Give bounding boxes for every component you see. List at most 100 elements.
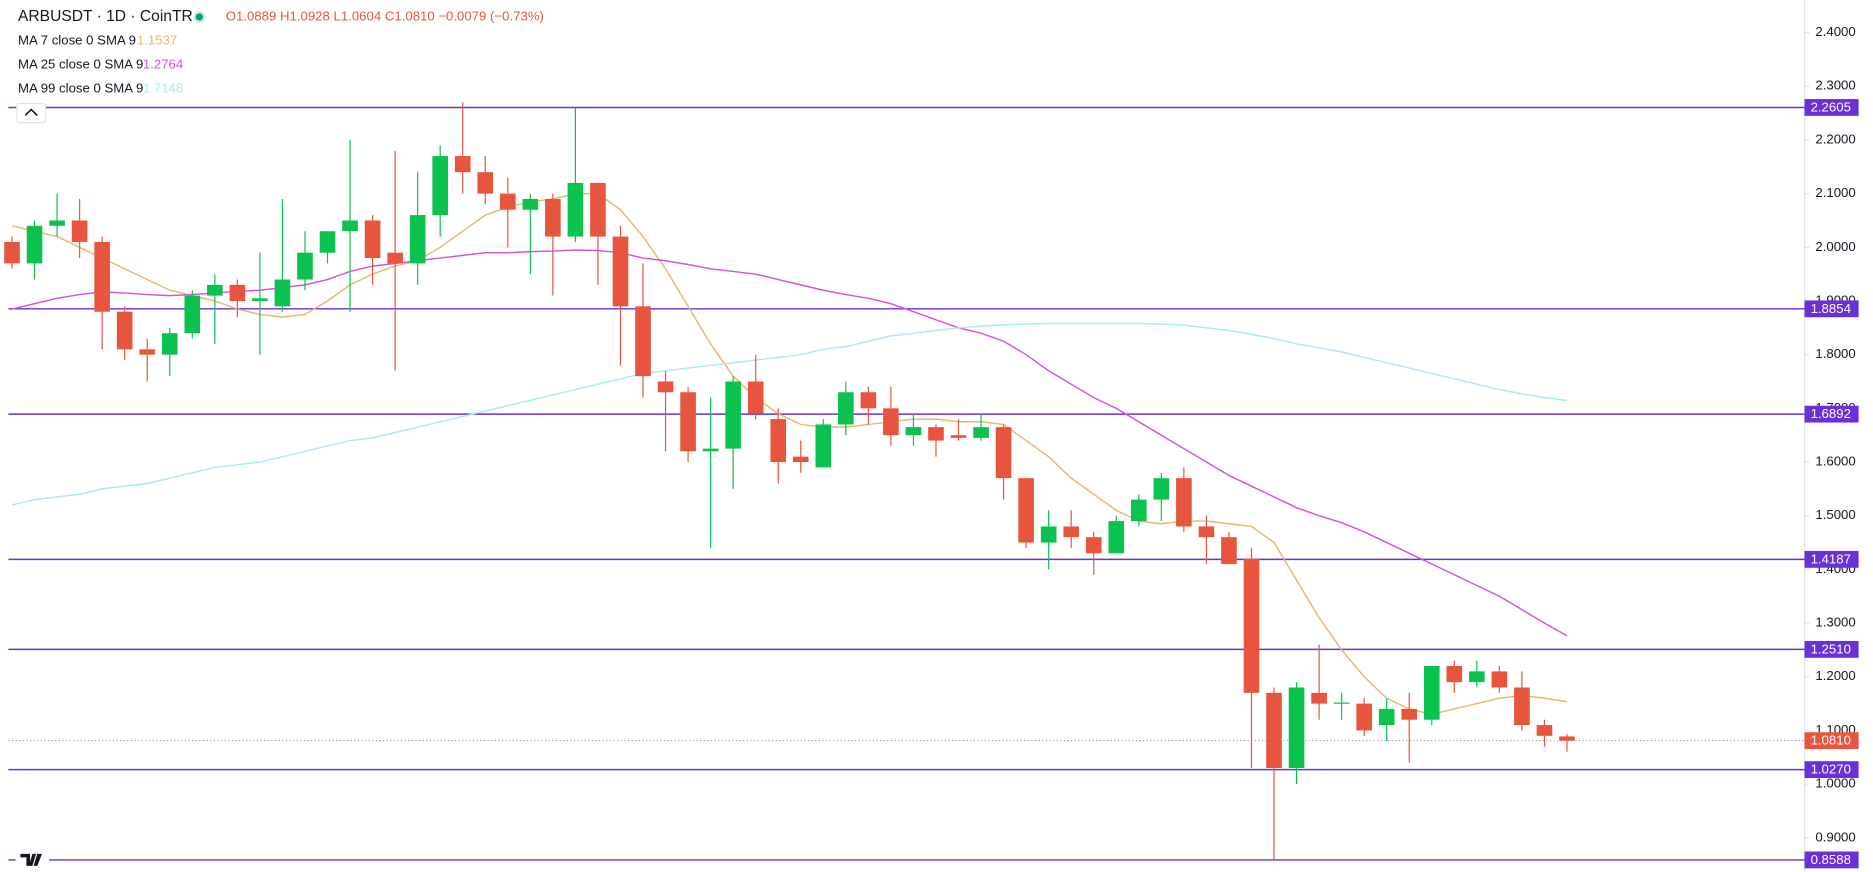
candle-body <box>1063 526 1080 538</box>
level-label: 1.2510 <box>1811 641 1851 656</box>
level-label: 1.8854 <box>1811 301 1851 316</box>
ma-legend-name: MA 99 close 0 SMA 9 <box>18 80 143 95</box>
candle-body <box>1085 537 1102 554</box>
level-label-bg <box>1804 405 1859 423</box>
candle-body <box>838 392 854 425</box>
ma-line <box>11 192 1568 716</box>
level-label-bg <box>1804 550 1859 568</box>
candle-body <box>1311 692 1327 704</box>
candle-body <box>995 427 1012 479</box>
candle-body <box>49 220 65 226</box>
candle-body <box>928 427 944 441</box>
y-tick-label: 1.5000 <box>1815 507 1855 522</box>
y-tick-label: 2.0000 <box>1815 239 1855 254</box>
candle-body <box>522 199 539 210</box>
lines-layer <box>8 106 1805 861</box>
candle-body <box>1198 526 1215 538</box>
candle-body <box>1423 666 1440 720</box>
ohlc-readout: O1.0889 H1.0928 L1.0604 C1.0810 −0.0079 … <box>226 8 544 23</box>
level-label: 1.4187 <box>1811 551 1851 566</box>
candle-body <box>1446 666 1463 683</box>
candle-body <box>1288 687 1305 769</box>
candle-body <box>973 427 989 438</box>
candle-body <box>1108 521 1125 554</box>
y-tick-label: 1.6000 <box>1815 454 1855 469</box>
candle-body <box>1018 478 1034 543</box>
logo <box>15 843 50 872</box>
candle-body <box>770 419 787 463</box>
candle-body <box>567 182 584 237</box>
candle-body <box>1266 692 1282 769</box>
candle-body <box>364 220 381 259</box>
y-tick-label: 2.4000 <box>1815 24 1855 39</box>
candle-body <box>950 435 967 438</box>
candle-body <box>657 381 674 393</box>
candle-body <box>454 156 471 173</box>
candle-body <box>207 284 223 296</box>
candle-body <box>477 172 494 194</box>
status-dot <box>195 13 203 21</box>
y-tick-label: 0.9000 <box>1815 829 1855 844</box>
y-tick-label: 1.8000 <box>1815 346 1855 361</box>
candle-body <box>1243 558 1260 693</box>
level-label-bg <box>1804 99 1859 116</box>
candle-body <box>274 279 291 307</box>
candle-body <box>883 408 899 436</box>
candle-body <box>319 231 336 253</box>
candle-body <box>680 392 696 452</box>
candle-body <box>1221 537 1237 565</box>
y-tick-label: 2.3000 <box>1815 78 1855 93</box>
symbol-title: ARBUSDT · 1D · CoinTR <box>18 8 193 25</box>
candle-body <box>184 295 201 334</box>
level-label: 0.8588 <box>1811 852 1851 867</box>
candle-body <box>71 220 88 242</box>
candle-body <box>342 220 358 232</box>
candle-body <box>432 156 448 216</box>
candle-body <box>1536 725 1553 736</box>
level-label-bg <box>1804 761 1859 779</box>
level-label: 1.6892 <box>1811 406 1851 421</box>
ma-layer <box>11 192 1568 716</box>
candles-layer <box>4 102 1575 860</box>
candle-body <box>387 252 403 264</box>
candle-body <box>161 333 178 355</box>
candle-body <box>815 424 832 468</box>
last-price-bg <box>1804 732 1859 750</box>
level-label-bg <box>1804 851 1859 869</box>
ma-legend-value: 1.7148 <box>143 80 183 95</box>
candle-body <box>1131 499 1147 522</box>
collapse-icon <box>24 108 38 116</box>
candle-body <box>545 199 561 237</box>
candle-body <box>297 252 313 280</box>
level-label: 1.0270 <box>1811 762 1851 777</box>
candle-body <box>725 381 741 449</box>
candle-body <box>252 298 268 301</box>
candle-body <box>499 193 516 210</box>
y-tick-label: 1.2000 <box>1815 668 1855 683</box>
candle-body <box>4 241 20 264</box>
y-tick-label: 2.1000 <box>1815 185 1855 200</box>
candle-body <box>1401 708 1418 720</box>
level-label-bg <box>1804 640 1859 658</box>
candle-body <box>94 241 110 312</box>
candle-body <box>792 456 809 463</box>
ma-legend-name: MA 25 close 0 SMA 9 <box>18 56 143 71</box>
candle-body <box>1514 687 1530 726</box>
axis-layer: 2.40002.30002.20002.10002.00001.90001.80… <box>1804 24 1856 844</box>
y-tick-label: 1.3000 <box>1815 615 1855 630</box>
level-label-bg <box>1804 300 1859 318</box>
candle-body <box>1491 671 1508 688</box>
candle-body <box>409 215 426 264</box>
collapse-button[interactable] <box>16 102 47 124</box>
level-label: 2.2605 <box>1811 100 1851 115</box>
last-price-label: 1.0810 <box>1811 733 1851 748</box>
ma-line <box>11 322 1568 506</box>
ma-legend-value: 1.2764 <box>143 56 183 71</box>
ma-legend-value: 1.1537 <box>137 32 177 47</box>
candle-body <box>612 236 629 307</box>
candle-body <box>1176 478 1192 527</box>
candle-body <box>747 381 764 414</box>
candle-body <box>229 284 246 301</box>
